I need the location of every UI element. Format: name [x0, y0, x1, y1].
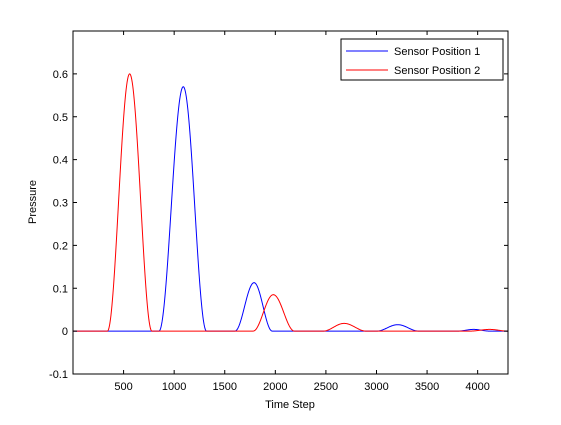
- y-axis-label: Pressure: [27, 180, 39, 224]
- x-tick-label: 3000: [364, 381, 388, 393]
- legend-label-sensor-2: Sensor Position 2: [394, 65, 480, 77]
- legend-label-sensor-1: Sensor Position 1: [394, 46, 480, 58]
- x-tick-label: 1500: [213, 381, 237, 393]
- x-tick-label: 2500: [314, 381, 338, 393]
- x-tick-label: 3500: [415, 381, 439, 393]
- x-tick-label: 2000: [263, 381, 287, 393]
- y-tick-label: -0.1: [49, 369, 68, 381]
- y-tick-label: 0.6: [53, 69, 68, 81]
- y-tick-label: 0.1: [53, 283, 68, 295]
- y-tick-label: 0.2: [53, 240, 68, 252]
- y-tick-label: 0.4: [53, 155, 68, 167]
- x-tick-label: 1000: [162, 381, 186, 393]
- y-tick-label: 0.3: [53, 198, 68, 210]
- x-tick-label: 4000: [465, 381, 489, 393]
- plot-area: [73, 31, 508, 374]
- x-axis-label: Time Step: [265, 399, 315, 411]
- y-tick-label: 0.5: [53, 112, 68, 124]
- x-tick-label: 500: [114, 381, 132, 393]
- y-tick-label: 0: [62, 326, 68, 338]
- legend: Sensor Position 1 Sensor Position 2: [341, 39, 503, 80]
